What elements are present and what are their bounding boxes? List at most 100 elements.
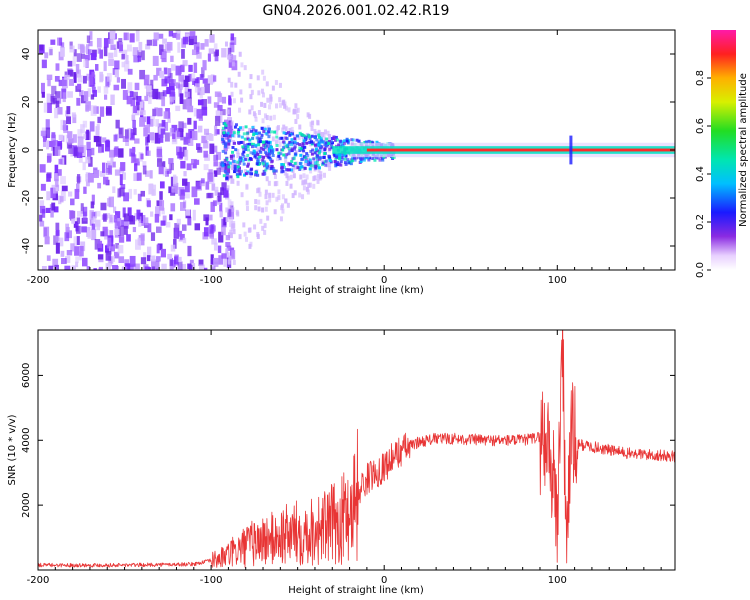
signal-cell	[282, 131, 286, 135]
noise-cell	[209, 229, 214, 239]
noise-cell	[187, 117, 192, 125]
noise-cell	[127, 82, 133, 94]
signal-cell	[343, 141, 347, 145]
noise-cell	[115, 211, 121, 219]
noise-cell	[94, 220, 101, 226]
noise-cell	[83, 133, 89, 139]
signal-cell	[359, 159, 363, 163]
haze-cell	[268, 104, 272, 110]
signal-cell	[293, 140, 297, 144]
noise-cell	[80, 95, 87, 104]
signal-cell	[367, 139, 371, 143]
signal-cell	[303, 145, 307, 149]
signal-cell	[261, 172, 265, 176]
noise-cell	[181, 263, 187, 270]
noise-cell	[97, 182, 102, 189]
noise-cell	[200, 86, 205, 96]
signal-cell	[249, 168, 253, 172]
noise-cell	[58, 158, 63, 165]
signal-cell	[224, 124, 228, 128]
signal-cell	[328, 158, 332, 162]
signal-cell	[231, 150, 235, 154]
noise-cell	[176, 128, 182, 137]
signal-cell	[225, 172, 229, 176]
signal-cell	[303, 134, 307, 138]
noise-cell	[87, 172, 94, 183]
haze-cell	[281, 208, 285, 214]
signal-cell	[304, 156, 308, 160]
noise-cell	[97, 116, 101, 124]
haze-cell	[249, 94, 253, 100]
signal-cell	[310, 152, 314, 156]
signal-cell	[238, 172, 242, 176]
x-tick-label: 100	[548, 275, 567, 286]
noise-cell	[66, 106, 71, 115]
signal-cell	[270, 159, 274, 163]
signal-cell	[259, 140, 263, 144]
noise-cell	[127, 68, 133, 75]
haze-cell	[241, 126, 245, 132]
noise-cell	[94, 239, 101, 250]
signal-cell	[311, 148, 315, 152]
noise-cell	[113, 47, 118, 57]
signal-cell	[317, 135, 321, 139]
noise-cell	[102, 226, 108, 237]
noise-cell	[126, 234, 131, 242]
noise-cell	[132, 119, 136, 129]
noise-cell	[161, 119, 166, 128]
noise-cell	[178, 121, 184, 132]
noise-cell	[74, 188, 80, 199]
signal-cell	[341, 140, 345, 144]
signal-cell	[273, 130, 277, 134]
noise-cell	[175, 105, 181, 112]
noise-cell	[152, 184, 157, 196]
signal-cell	[293, 152, 297, 156]
noise-cell	[41, 91, 45, 98]
noise-cell	[123, 220, 129, 229]
signal-cell	[286, 145, 290, 149]
haze-cell	[225, 207, 229, 213]
signal-cell	[325, 159, 329, 163]
noise-cell	[39, 44, 44, 51]
snr-x-label: Height of straight line (km)	[288, 585, 424, 596]
haze-cell	[250, 105, 254, 111]
signal-cell	[282, 153, 286, 157]
signal-cell	[336, 161, 340, 165]
noise-cell	[113, 84, 120, 91]
noise-cell	[97, 48, 101, 54]
signal-cell	[263, 146, 267, 150]
noise-cell	[170, 55, 174, 63]
haze-cell	[278, 102, 282, 108]
noise-cell	[224, 163, 231, 174]
x-tick-label: 0	[381, 575, 387, 586]
noise-cell	[196, 109, 203, 119]
x-tick-label: 0	[381, 275, 387, 286]
noise-cell	[180, 189, 186, 196]
haze-cell	[225, 248, 229, 254]
signal-cell	[247, 148, 251, 152]
haze-cell	[240, 62, 244, 68]
noise-cell	[150, 269, 156, 270]
noise-cell	[52, 258, 59, 267]
colorbar: 0.0 0.2 0.4 0.6 0.8 Normalized spectral ampl…	[695, 30, 749, 278]
signal-cell	[236, 160, 240, 164]
noise-cell	[211, 183, 216, 191]
noise-cell	[78, 146, 84, 153]
noise-cell	[185, 209, 191, 216]
haze-cell	[275, 129, 279, 135]
signal-cell	[224, 141, 228, 145]
noise-cell	[114, 60, 120, 70]
noise-cell	[134, 107, 140, 116]
haze-cell	[271, 136, 275, 142]
signal-cell	[237, 129, 241, 133]
noise-cell	[217, 192, 222, 202]
noise-cell	[110, 94, 115, 105]
noise-cell	[207, 172, 213, 182]
noise-cell	[130, 128, 134, 139]
haze-cell	[274, 79, 278, 85]
haze-cell	[261, 225, 265, 231]
noise-cell	[100, 231, 105, 237]
signal-cell	[291, 141, 295, 145]
haze-cell	[226, 109, 230, 115]
noise-cell	[122, 207, 126, 218]
